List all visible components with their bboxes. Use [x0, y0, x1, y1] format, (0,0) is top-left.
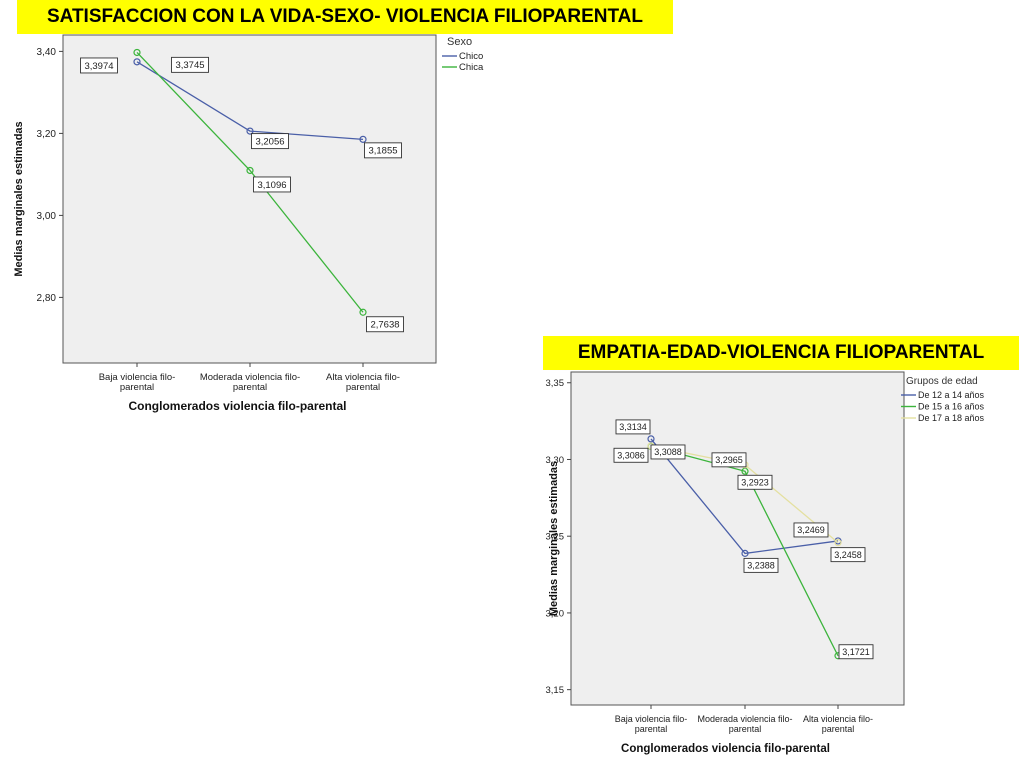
chart2-data-label: 3,3134 [619, 422, 647, 432]
chart2-data-label-box [838, 644, 874, 660]
chart2-data-label-box [830, 547, 866, 563]
chart1-data-point [246, 166, 254, 175]
chart1-xtick-label: parental [120, 382, 154, 393]
chart1-ytick-label: 3,00 [37, 211, 57, 222]
chart1-xtick-label: Moderada violencia filo- [200, 372, 300, 383]
chart2-data-point [834, 539, 842, 547]
chart2-data-label: 3,3086 [617, 450, 645, 460]
chart2-data-label: 3,3088 [654, 447, 682, 457]
chart2-xtick-label: parental [822, 724, 855, 734]
chart2-ytick-label: 3,25 [546, 532, 565, 543]
chart2-data-point [741, 549, 749, 557]
chart2-data-label-box [613, 447, 649, 463]
chart2-data-label: 3,2458 [834, 550, 862, 560]
chart2-ytick-label: 3,35 [546, 378, 565, 389]
chart2-title: EMPATIA-EDAD-VIOLENCIA FILIOPARENTAL [543, 336, 1019, 370]
chart2-data-label: 3,2388 [747, 561, 775, 571]
chart2-xtick-label: parental [729, 724, 762, 734]
chart1-data-label-box [366, 316, 404, 333]
chart1-data-label: 3,1855 [368, 146, 397, 157]
chart1-xtick-label: Baja violencia filo- [99, 372, 176, 383]
chart1-legend-title: Sexo [447, 36, 472, 48]
chart1-ytick-label: 3,20 [37, 129, 57, 140]
chart2-data-label: 3,2965 [715, 455, 743, 465]
chart2-data-label-box [711, 452, 747, 468]
chart1-data-label-box [251, 133, 289, 150]
chart1-series-line-0 [136, 61, 364, 140]
chart1-y-axis-title: Medias marginales estimadas [13, 121, 25, 276]
chart2-ytick-label: 3,30 [546, 455, 565, 466]
chart1-data-label: 3,3745 [175, 60, 204, 71]
chart2-y-axis-title: Medias marginales estimadas [548, 461, 560, 616]
chart1-plot-area [62, 34, 437, 364]
chart1-legend-entry: Chica [459, 62, 484, 73]
chart1-data-point [359, 308, 367, 316]
chart2-x-axis-title: Conglomerados violencia filo-parental [621, 743, 830, 755]
chart2-xtick-label: Moderada violencia filo- [697, 714, 792, 724]
chart1-data-label: 3,1096 [257, 180, 286, 191]
chart2-legend-entry: De 15 a 16 años [918, 402, 985, 412]
chart1-x-axis-title: Conglomerados violencia filo-parental [128, 399, 346, 413]
chart1-data-label-box [364, 142, 402, 159]
chart2-data-label: 3,2469 [797, 525, 825, 535]
chart1-data-label-box [171, 56, 209, 73]
chart2-xtick-label: Alta violencia filo- [803, 714, 873, 724]
chart2-data-label: 3,1721 [842, 647, 870, 657]
chart2-data-point [647, 435, 655, 443]
chart2-data-label-box [737, 474, 773, 490]
chart2-ytick-label: 3,20 [546, 608, 565, 619]
chart2-data-label-box [793, 522, 829, 538]
chart2-legend-entry: De 12 a 14 años [918, 390, 985, 400]
chart1-series-line-1 [136, 52, 364, 313]
chart1-xtick-label: parental [346, 382, 380, 393]
chart2-data-label-box [615, 419, 651, 435]
chart1-data-point [246, 127, 254, 135]
chart2-ytick-label: 3,15 [546, 685, 565, 696]
chart2-legend-entry: De 17 a 18 años [918, 413, 985, 423]
chart1-data-label: 2,7638 [370, 320, 399, 331]
chart1-data-label: 3,3974 [84, 61, 113, 72]
chart1-data-label-box [253, 176, 291, 193]
chart2-data-label: 3,2923 [741, 477, 769, 487]
chart1-data-point [133, 48, 141, 57]
chart1-data-label-box [80, 57, 118, 74]
chart1-data-point [359, 135, 367, 143]
chart2-data-label-box [743, 557, 779, 573]
chart1-ytick-label: 2,80 [37, 293, 57, 304]
chart1-xtick-label: parental [233, 382, 267, 393]
chart1-ytick-label: 3,40 [37, 47, 57, 58]
chart2-xtick-label: parental [635, 724, 668, 734]
chart2-legend-title: Grupos de edad [906, 376, 978, 387]
chart1-data-point [133, 58, 141, 66]
chart1-data-label: 3,2056 [255, 136, 284, 147]
chart2-series-line-0 [650, 438, 839, 555]
chart2-data-label-box [650, 444, 686, 460]
chart1-legend-entry: Chico [459, 51, 483, 62]
chart2-xtick-label: Baja violencia filo- [615, 714, 688, 724]
chart1-title: SATISFACCION CON LA VIDA-SEXO- VIOLENCIA… [17, 0, 673, 34]
chart1-xtick-label: Alta violencia filo- [326, 372, 400, 383]
